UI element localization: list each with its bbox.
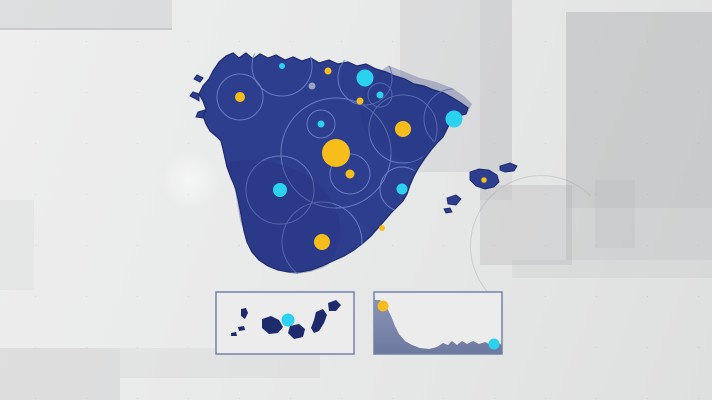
balearic-islands	[443, 162, 518, 214]
inset-canary-islands[interactable]	[215, 291, 355, 355]
map-ring-3	[368, 94, 438, 164]
bubble-aragon[interactable]	[395, 121, 411, 137]
map-ring-5	[280, 97, 392, 209]
map-ring-7	[245, 155, 315, 225]
background-glow	[160, 150, 220, 210]
mainland-landmass	[189, 50, 472, 274]
galicia-coast-detail	[189, 74, 206, 119]
la-palma-island	[241, 308, 248, 319]
coast-relief-shape	[374, 300, 502, 354]
inset-bubble-coast-detail[interactable]	[488, 338, 500, 350]
map-ring-11	[367, 82, 393, 108]
lanzarote-island	[328, 300, 341, 311]
tenerife-island	[262, 316, 283, 334]
bubble-extremadura[interactable]	[273, 183, 287, 197]
ibiza-island	[446, 194, 462, 206]
bubble-burgos[interactable]	[356, 97, 364, 105]
inset-canary-content	[231, 300, 341, 339]
inset-coast-bubbles	[377, 300, 500, 350]
inset-coast-detail[interactable]	[373, 291, 503, 355]
bubble-leon[interactable]	[308, 82, 316, 90]
map-ring-6	[306, 109, 336, 139]
map-ring-0	[216, 73, 264, 121]
la-gomera-island	[238, 326, 245, 331]
background-panel-top-left	[0, 0, 172, 28]
bubble-cataluna[interactable]	[445, 110, 463, 128]
background-panel-bottom-left	[0, 348, 120, 400]
bubble-baleares[interactable]	[481, 177, 487, 183]
background-rule-top-left	[0, 28, 172, 30]
bubble-galicia[interactable]	[235, 92, 245, 102]
fuerteventura-island	[311, 309, 327, 333]
bubble-cantabria[interactable]	[324, 67, 332, 75]
map-bubble-layer	[235, 63, 487, 250]
inset-canary-bubbles	[281, 313, 295, 327]
bubble-valladolid[interactable]	[317, 120, 325, 128]
bubble-castilla-mancha[interactable]	[345, 169, 355, 179]
map-ring-8	[281, 201, 363, 274]
bubble-navarra[interactable]	[376, 91, 384, 99]
background-panel-right	[566, 12, 712, 208]
bubble-pais-vasco[interactable]	[356, 69, 374, 87]
inset-coast-content	[374, 300, 502, 354]
map-ring-1	[251, 50, 313, 97]
bubble-almeria[interactable]	[379, 225, 385, 231]
bubble-andalucia[interactable]	[314, 234, 330, 250]
bubble-murcia[interactable]	[396, 183, 408, 195]
gran-canaria-island	[288, 324, 305, 339]
inset-bubble-coast-detail[interactable]	[377, 300, 389, 312]
bubble-madrid[interactable]	[322, 139, 350, 167]
background-arc	[470, 175, 612, 317]
inset-bubble-canary-islands[interactable]	[281, 313, 295, 327]
el-hierro-island	[231, 332, 237, 336]
background-panel-left-strip	[0, 200, 34, 290]
formentera-island	[443, 207, 453, 214]
menorca-island	[499, 162, 518, 173]
bubble-asturias[interactable]	[279, 63, 285, 69]
map-ring-9	[329, 153, 371, 195]
